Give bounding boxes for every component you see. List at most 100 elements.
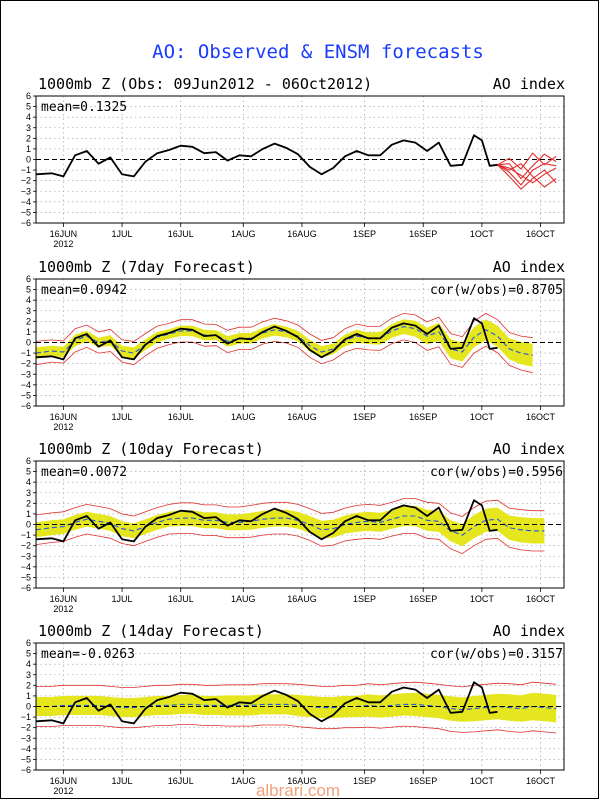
x-tick-label: 16JUN <box>50 594 78 604</box>
x-tick-label: 1OCT <box>470 776 495 786</box>
x-year-label: 2012 <box>53 422 73 432</box>
y-tick-label: −1 <box>21 165 31 175</box>
x-tick-label: 1OCT <box>470 412 495 422</box>
forecast-spread-band <box>36 692 557 723</box>
panel-title: 1000mb Z (Obs: 09Jun2012 - 06Oct2012) <box>38 75 372 93</box>
x-tick-label: 16SEP <box>409 412 437 422</box>
x-tick-label: 1AUG <box>231 229 256 239</box>
chart-panel-2: 1000mb Z (7day Forecast) AO index −6−5−4−3… <box>21 258 565 432</box>
y-tick-label: 6 <box>26 638 31 648</box>
y-tick-label: −5 <box>21 390 31 400</box>
x-tick-label: 1JUL <box>112 594 133 604</box>
x-tick-label: 16JUN <box>50 229 78 239</box>
x-tick-label: 1SEP <box>353 776 376 786</box>
y-tick-label: 1 <box>26 509 31 519</box>
y-tick-label: −3 <box>21 186 31 196</box>
panel-mean-stat: mean=-0.0263 <box>41 647 135 662</box>
y-tick-label: −3 <box>21 369 31 379</box>
watermark: albrari.com <box>256 781 340 800</box>
y-tick-label: 5 <box>26 467 31 477</box>
y-tick-label: −4 <box>21 744 31 754</box>
chart-panel-4: 1000mb Z (14day Forecast) AO index−6−5−4−… <box>21 622 565 796</box>
x-year-label: 2012 <box>53 604 73 614</box>
x-tick-label: 16OCT <box>526 776 556 786</box>
y-tick-label: −3 <box>21 733 31 743</box>
forecast-envelope-lower <box>35 533 545 555</box>
ensemble-member-line <box>497 152 557 170</box>
x-tick-label: 16JUL <box>168 229 194 239</box>
y-tick-label: 5 <box>26 285 31 295</box>
y-tick-label: 3 <box>26 670 31 680</box>
x-tick-label: 16AUG <box>287 412 317 422</box>
ensemble-member-line <box>497 164 557 184</box>
observed-ao-line <box>35 499 498 543</box>
x-tick-label: 16SEP <box>409 594 437 604</box>
y-tick-label: 2 <box>26 316 31 326</box>
y-tick-label: −4 <box>21 197 31 207</box>
x-tick-label: 16JUL <box>168 412 194 422</box>
forecast-envelope-upper <box>35 312 533 342</box>
x-tick-label: 16JUL <box>168 594 194 604</box>
y-tick-label: 1 <box>26 691 31 701</box>
y-tick-label: 0 <box>26 520 31 530</box>
y-tick-label: −3 <box>21 551 31 561</box>
y-tick-label: 5 <box>26 102 31 112</box>
ensemble-member-line <box>497 163 557 188</box>
panel-title: 1000mb Z (14day Forecast) <box>38 622 264 640</box>
panel-mean-stat: mean=0.0072 <box>41 465 127 480</box>
y-tick-label: 1 <box>26 327 31 337</box>
panel-index-label: AO index <box>493 258 565 276</box>
x-tick-label: 16OCT <box>526 412 556 422</box>
y-tick-label: 4 <box>26 477 31 487</box>
chart-panel-1: 1000mb Z (Obs: 09Jun2012 - 06Oct2012) AO … <box>21 75 565 249</box>
y-tick-label: −1 <box>21 348 31 358</box>
y-tick-label: 1 <box>26 144 31 154</box>
x-tick-label: 16OCT <box>526 594 556 604</box>
y-tick-label: −6 <box>21 218 31 228</box>
panel-index-label: AO index <box>493 75 565 93</box>
y-tick-label: 0 <box>26 338 31 348</box>
y-tick-label: 6 <box>26 91 31 101</box>
panel-index-label: AO index <box>493 622 565 640</box>
y-tick-label: 4 <box>26 295 31 305</box>
x-tick-label: 1JUL <box>112 412 133 422</box>
chart-panels: 1000mb Z (Obs: 09Jun2012 - 06Oct2012) AO … <box>21 75 565 796</box>
x-tick-label: 1OCT <box>470 229 495 239</box>
panel-mean-stat: mean=0.0942 <box>41 283 127 298</box>
x-tick-label: 16OCT <box>526 229 556 239</box>
y-tick-label: 6 <box>26 456 31 466</box>
panel-correlation-stat: cor(w/obs)=0.3157 <box>430 647 563 662</box>
forecast-envelope-lower <box>36 724 557 734</box>
ensemble-mean-line <box>36 703 557 711</box>
x-tick-label: 16AUG <box>287 594 317 604</box>
chart-panel-3: 1000mb Z (10day Forecast) AO index−6−5−4−… <box>21 440 565 614</box>
x-tick-label: 16SEP <box>409 776 437 786</box>
y-tick-label: 0 <box>26 702 31 712</box>
y-tick-label: −1 <box>21 712 31 722</box>
panel-mean-stat: mean=0.1325 <box>41 100 127 115</box>
y-tick-label: 3 <box>26 123 31 133</box>
y-tick-label: −2 <box>21 541 31 551</box>
x-tick-label: 16JUL <box>168 776 194 786</box>
observed-ao-line <box>35 681 498 725</box>
y-tick-label: 6 <box>26 274 31 284</box>
panel-title: 1000mb Z (7day Forecast) <box>38 258 255 276</box>
x-tick-label: 16JUN <box>50 412 78 422</box>
observed-ao-line <box>35 134 498 178</box>
x-tick-label: 1AUG <box>231 412 256 422</box>
forecast-spread-band <box>36 319 533 367</box>
forecast-envelope-upper <box>35 498 545 518</box>
ensemble-member-line <box>497 153 557 180</box>
x-tick-label: 1SEP <box>353 229 376 239</box>
y-tick-label: −5 <box>21 754 31 764</box>
x-tick-label: 1AUG <box>231 594 256 604</box>
observed-ao-line <box>35 317 498 361</box>
y-tick-label: −2 <box>21 176 31 186</box>
ensemble-mean-line <box>35 515 545 536</box>
y-tick-label: −5 <box>21 572 31 582</box>
y-tick-label: 0 <box>26 155 31 165</box>
panel-correlation-stat: cor(w/obs)=0.8705 <box>430 283 563 298</box>
y-tick-label: 3 <box>26 488 31 498</box>
